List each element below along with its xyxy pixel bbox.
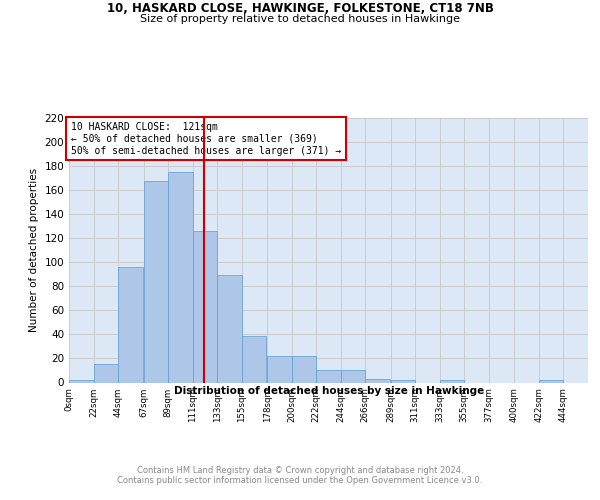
Bar [292, 356, 316, 382]
Bar [217, 276, 242, 382]
Bar [440, 380, 464, 382]
Bar [365, 379, 390, 382]
Bar [193, 230, 217, 382]
Bar [143, 182, 168, 382]
Bar [316, 370, 341, 382]
Text: Contains HM Land Registry data © Crown copyright and database right 2024.: Contains HM Land Registry data © Crown c… [137, 466, 463, 475]
Bar [391, 380, 415, 382]
Text: 10 HASKARD CLOSE:  121sqm
← 50% of detached houses are smaller (369)
50% of semi: 10 HASKARD CLOSE: 121sqm ← 50% of detach… [71, 122, 341, 156]
Bar [69, 380, 94, 382]
Bar [242, 336, 266, 382]
Bar [341, 370, 365, 382]
Bar [539, 380, 563, 382]
Bar [94, 364, 118, 382]
Bar [267, 356, 292, 382]
Text: Contains public sector information licensed under the Open Government Licence v3: Contains public sector information licen… [118, 476, 482, 485]
Text: Distribution of detached houses by size in Hawkinge: Distribution of detached houses by size … [173, 386, 484, 396]
Text: Size of property relative to detached houses in Hawkinge: Size of property relative to detached ho… [140, 14, 460, 24]
Bar [118, 267, 143, 382]
Y-axis label: Number of detached properties: Number of detached properties [29, 168, 39, 332]
Text: 10, HASKARD CLOSE, HAWKINGE, FOLKESTONE, CT18 7NB: 10, HASKARD CLOSE, HAWKINGE, FOLKESTONE,… [107, 2, 493, 16]
Bar [168, 172, 193, 382]
